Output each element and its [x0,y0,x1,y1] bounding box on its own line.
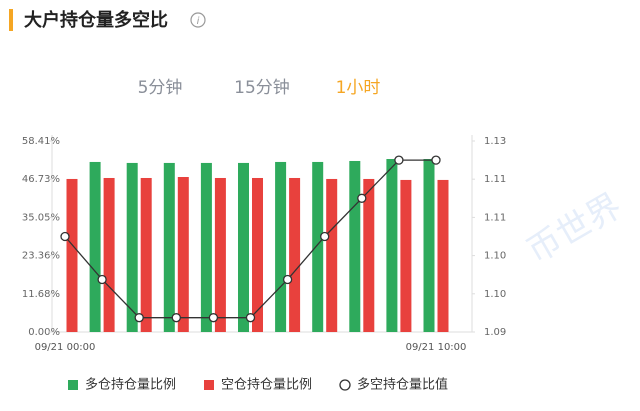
bar [238,162,249,332]
ratio-point [282,274,293,285]
y2-tick-label: 1.11 [484,174,506,185]
bar [363,178,375,332]
bar [289,177,301,332]
bar [126,162,138,332]
x-tick-label: 09/21 10:00 [406,342,467,353]
y2-tick-label: 1.09 [484,327,506,338]
ratio-point [134,313,144,323]
bar [163,162,175,332]
info-icon[interactable] [190,12,206,28]
y-tick-label: 35.05% [22,212,60,223]
y-tick-label: 46.73% [22,174,60,185]
time-tab[interactable]: 15分钟 [234,78,290,98]
legend-swatch [339,379,351,391]
bar [252,177,263,332]
bar [349,160,361,332]
info-icon-i: i [197,16,200,27]
bar [200,162,212,332]
bar [326,178,338,332]
ratio-point [245,313,256,323]
legend-swatch [68,380,78,390]
ratio-point [208,313,219,323]
time-tab[interactable]: 1小时 [336,78,381,98]
bar [214,177,226,332]
ratio-point [171,313,181,323]
bar [437,179,449,332]
ratio-point [97,274,107,285]
y2-tick-label: 1.10 [484,251,506,262]
bar [386,159,398,332]
y-tick-label: 0.00% [28,327,60,338]
ratio-point [60,231,70,242]
bar [66,178,78,332]
ratio-point [320,231,330,242]
watermark: 币世界 [520,186,628,272]
bar [275,161,287,332]
ratio-line [64,159,436,319]
bar [423,159,435,332]
chart-title: 大户持仓量多空比 [24,9,168,31]
y-tick-label: 23.36% [22,251,60,262]
time-tab[interactable]: 5分钟 [138,78,183,98]
bar [89,161,101,332]
bar [400,179,412,332]
ratio-point [394,155,404,165]
bar [140,177,152,332]
y2-tick-label: 1.13 [484,136,506,147]
legend-swatch [204,380,214,390]
y2-tick-label: 1.10 [484,289,506,300]
legend-label: 多仓持仓量比例 [85,377,176,393]
title-accent [9,9,13,31]
bar [312,161,324,332]
y2-tick-label: 1.11 [484,212,506,223]
bar [177,177,189,332]
bar [103,177,115,332]
legend-label: 空仓持仓量比例 [221,378,312,393]
y-tick-label: 58.41% [22,136,60,147]
x-tick-label: 09/21 00:00 [35,342,96,353]
ratio-point [357,193,367,203]
ratio-point [431,155,441,165]
y-tick-label: 11.68% [22,289,60,300]
legend-label: 多空持仓量比值 [357,377,448,393]
